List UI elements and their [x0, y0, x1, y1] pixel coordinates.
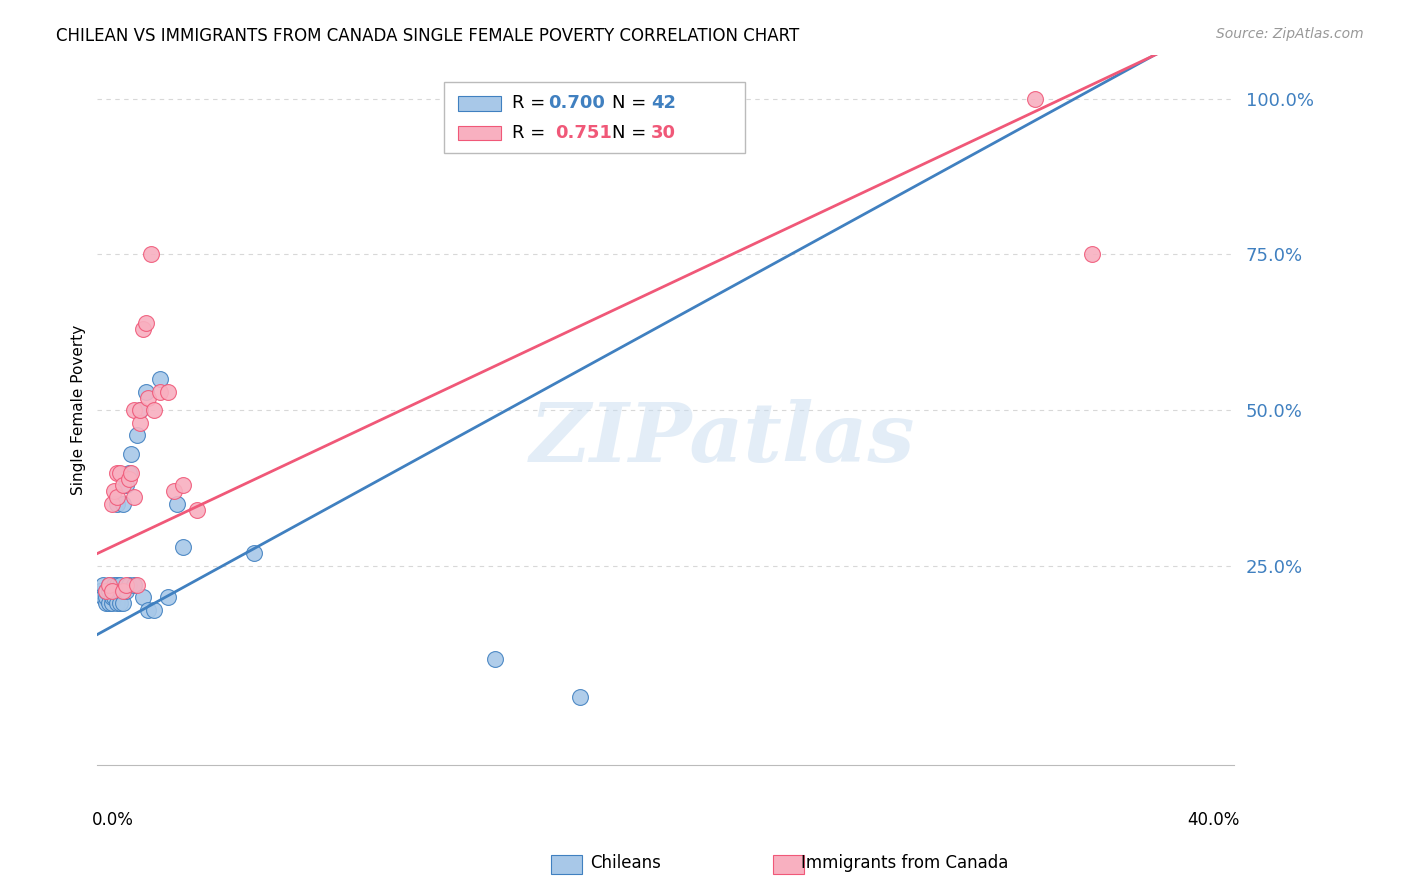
Point: [97, 577, 120, 591]
Point: [166, 497, 188, 511]
Text: CHILEAN VS IMMIGRANTS FROM CANADA SINGLE FEMALE POVERTY CORRELATION CHART: CHILEAN VS IMMIGRANTS FROM CANADA SINGLE…: [56, 27, 800, 45]
Point: [138, 391, 160, 405]
Point: [114, 577, 136, 591]
Point: [149, 372, 172, 386]
Point: [132, 590, 155, 604]
Point: [108, 466, 131, 480]
Point: [103, 577, 125, 591]
Point: [111, 596, 134, 610]
Point: [105, 491, 128, 505]
Point: [117, 472, 139, 486]
Point: [100, 590, 122, 604]
Text: Source: ZipAtlas.com: Source: ZipAtlas.com: [1216, 27, 1364, 41]
Text: Chileans: Chileans: [591, 855, 661, 872]
Point: [157, 590, 180, 604]
Text: ZIPatlas: ZIPatlas: [530, 399, 915, 479]
Text: 0.700: 0.700: [548, 95, 606, 112]
Point: [569, 690, 592, 704]
Text: N =: N =: [612, 124, 652, 142]
Text: R =: R =: [512, 95, 551, 112]
Point: [100, 583, 122, 598]
Point: [94, 583, 117, 598]
Point: [97, 583, 120, 598]
Point: [111, 478, 134, 492]
FancyBboxPatch shape: [444, 82, 745, 153]
Point: [172, 478, 194, 492]
Point: [124, 403, 146, 417]
Point: [129, 416, 152, 430]
Point: [97, 577, 120, 591]
Point: [117, 466, 139, 480]
Point: [91, 577, 114, 591]
Point: [127, 428, 149, 442]
Point: [105, 577, 128, 591]
Point: [100, 583, 122, 598]
Point: [89, 583, 111, 598]
Point: [127, 577, 149, 591]
Point: [120, 466, 142, 480]
Bar: [457, 96, 501, 111]
Point: [103, 590, 125, 604]
Point: [143, 602, 166, 616]
Point: [94, 590, 117, 604]
Point: [124, 577, 146, 591]
Point: [172, 541, 194, 555]
Point: [132, 322, 155, 336]
Text: 42: 42: [651, 95, 676, 112]
Point: [94, 596, 117, 610]
Point: [135, 316, 157, 330]
Point: [105, 583, 128, 598]
Point: [103, 484, 125, 499]
Point: [135, 384, 157, 399]
Point: [186, 503, 208, 517]
Text: 40.0%: 40.0%: [1187, 812, 1240, 830]
Point: [94, 583, 117, 598]
Point: [100, 497, 122, 511]
Point: [163, 484, 186, 499]
Point: [97, 596, 120, 610]
Text: N =: N =: [612, 95, 652, 112]
Text: Immigrants from Canada: Immigrants from Canada: [801, 855, 1008, 872]
Point: [117, 577, 139, 591]
Point: [149, 384, 172, 399]
Point: [111, 497, 134, 511]
Point: [105, 466, 128, 480]
Text: R =: R =: [512, 124, 557, 142]
Point: [114, 583, 136, 598]
Point: [484, 652, 506, 666]
Point: [100, 596, 122, 610]
Point: [1081, 247, 1104, 261]
Point: [242, 547, 264, 561]
Point: [108, 583, 131, 598]
Text: 30: 30: [651, 124, 676, 142]
Text: 0.0%: 0.0%: [91, 812, 134, 830]
Point: [108, 577, 131, 591]
Point: [111, 583, 134, 598]
Point: [129, 403, 152, 417]
Point: [157, 384, 180, 399]
Point: [1024, 92, 1046, 106]
Point: [129, 403, 152, 417]
Point: [138, 602, 160, 616]
Point: [108, 596, 131, 610]
Point: [120, 447, 142, 461]
Bar: [457, 126, 501, 140]
Point: [105, 497, 128, 511]
Point: [141, 247, 163, 261]
Point: [124, 491, 146, 505]
Y-axis label: Single Female Poverty: Single Female Poverty: [72, 325, 86, 495]
Point: [91, 590, 114, 604]
Point: [143, 403, 166, 417]
Text: 0.751: 0.751: [555, 124, 612, 142]
Point: [114, 478, 136, 492]
Point: [105, 596, 128, 610]
